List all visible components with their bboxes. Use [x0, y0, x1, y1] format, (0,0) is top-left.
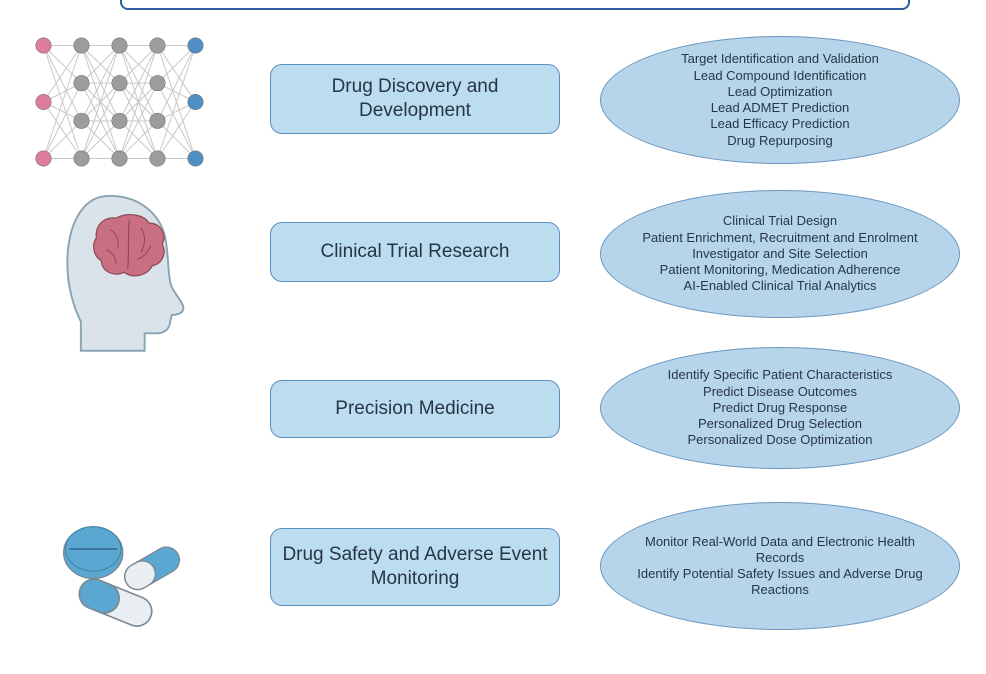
- detail-item: Target Identification and Validation: [681, 51, 879, 67]
- detail-item: Lead Optimization: [728, 84, 833, 100]
- detail-ellipse: Clinical Trial DesignPatient Enrichment,…: [600, 190, 960, 318]
- detail-item: Drug Repurposing: [727, 133, 833, 149]
- row-icon: [20, 188, 220, 353]
- head-brain-icon: [48, 188, 193, 353]
- detail-ellipse: Identify Specific Patient Characteristic…: [600, 347, 960, 469]
- category-label: Precision Medicine: [335, 397, 494, 421]
- detail-item: Identify Potential Safety Issues and Adv…: [631, 566, 929, 599]
- detail-item: Personalized Drug Selection: [698, 416, 862, 432]
- category-box: Precision Medicine: [270, 380, 560, 438]
- category-box: Drug Safety and Adverse Event Monitoring: [270, 528, 560, 606]
- detail-item: AI-Enabled Clinical Trial Analytics: [684, 278, 877, 294]
- detail-item: Lead Compound Identification: [694, 68, 867, 84]
- detail-item: Patient Monitoring, Medication Adherence: [660, 262, 901, 278]
- detail-item: Personalized Dose Optimization: [688, 432, 873, 448]
- category-box: Clinical Trial Research: [270, 222, 560, 282]
- detail-item: Patient Enrichment, Recruitment and Enro…: [642, 230, 917, 246]
- detail-item: Lead Efficacy Prediction: [710, 116, 849, 132]
- category-label: Drug Discovery and Development: [281, 75, 549, 123]
- top-divider: [120, 0, 910, 10]
- detail-item: Lead ADMET Prediction: [711, 100, 850, 116]
- detail-ellipse: Monitor Real-World Data and Electronic H…: [600, 502, 960, 630]
- category-box: Drug Discovery and Development: [270, 64, 560, 134]
- detail-item: Investigator and Site Selection: [692, 246, 868, 262]
- neural-network-icon: [25, 32, 215, 172]
- detail-item: Predict Drug Response: [713, 400, 847, 416]
- detail-item: Predict Disease Outcomes: [703, 384, 857, 400]
- detail-item: Identify Specific Patient Characteristic…: [668, 367, 893, 383]
- detail-item: Monitor Real-World Data and Electronic H…: [631, 534, 929, 567]
- row-icon: [20, 512, 220, 632]
- category-label: Clinical Trial Research: [320, 240, 509, 264]
- category-label: Drug Safety and Adverse Event Monitoring: [281, 543, 549, 591]
- pills-icon: [40, 512, 200, 632]
- detail-item: Clinical Trial Design: [723, 213, 837, 229]
- row-icon: [20, 32, 220, 172]
- detail-ellipse: Target Identification and ValidationLead…: [600, 36, 960, 164]
